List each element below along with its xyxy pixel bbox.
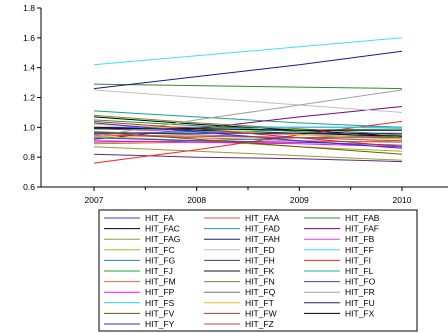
legend-label: HIT_FO: [345, 277, 376, 287]
legend-label: HIT_FT: [245, 298, 274, 308]
series-line-hit-fah: [93, 50, 403, 90]
series-line-hit-fl: [93, 128, 403, 134]
legend-label: HIT_FAG: [145, 234, 180, 244]
legend-label: HIT_FL: [345, 266, 374, 276]
x-tick-label: 2007: [85, 195, 104, 205]
legend-label: HIT_FR: [345, 287, 375, 297]
series-line-hit-fd: [93, 89, 403, 113]
y-tick-label: 0.6: [23, 182, 35, 192]
legend-label: HIT_FH: [245, 255, 275, 265]
legend-label: HIT_FY: [145, 319, 175, 329]
legend-label: HIT_FJ: [145, 266, 173, 276]
series-line-hit-ft: [93, 123, 403, 140]
series-line-hit-fab: [93, 83, 403, 90]
legend-label: HIT_FAF: [345, 224, 379, 234]
legend-label: HIT_FV: [145, 308, 175, 318]
legend-label: HIT_FQ: [245, 287, 276, 297]
legend-label: HIT_FAD: [245, 224, 280, 234]
series-line-hit-fz: [93, 134, 402, 139]
legend-label: HIT_FX: [345, 308, 375, 318]
legend-label: HIT_FM: [145, 277, 176, 287]
legend-label: HIT_FC: [145, 245, 175, 255]
plot-area: 0.6 0.8 1.0 1.2 1.4 1.6 1.8 2007 2008 2009 2010: [23, 3, 448, 205]
x-tick-label: 2010: [393, 195, 412, 205]
x-tick-label: 2008: [187, 195, 206, 205]
legend-label: HIT_FAC: [145, 224, 180, 234]
legend-label: HIT_FS: [145, 298, 175, 308]
legend-label: HIT_FW: [245, 308, 277, 318]
y-tick-label: 1.4: [23, 63, 35, 73]
legend-label: HIT_FAA: [245, 213, 280, 223]
legend-label: HIT_FB: [345, 234, 375, 244]
series-line-hit-fo: [93, 137, 403, 146]
legend-label: HIT_FAB: [345, 213, 380, 223]
series-line-hit-fy: [93, 122, 403, 149]
series-line-hit-fm: [93, 140, 403, 145]
legend-label: HIT_FK: [245, 266, 275, 276]
y-tick-label: 1.6: [23, 33, 35, 43]
legend-box: [98, 209, 418, 332]
series-line-hit-faf: [93, 106, 403, 140]
x-tick-label: 2009: [290, 195, 309, 205]
y-tick-label: 1.8: [23, 3, 35, 13]
legend-label: HIT_FN: [245, 277, 275, 287]
y-tick-label: 0.8: [23, 152, 35, 162]
series-line-hit-ff: [93, 37, 403, 66]
legend-label: HIT_FA: [145, 213, 174, 223]
legend-label: HIT_FI: [345, 255, 371, 265]
series-line-hit-fr: [93, 89, 403, 137]
series-line-hit-fw: [93, 120, 403, 148]
legend-label: HIT_FG: [145, 255, 175, 265]
legend-label: HIT_FP: [145, 287, 175, 297]
legend-label: HIT_FAH: [245, 234, 280, 244]
legend-label: HIT_FD: [245, 245, 275, 255]
series-line-hit-fh: [93, 153, 403, 163]
series-line-hit-fn: [93, 114, 403, 136]
legend-label: HIT_FU: [345, 298, 375, 308]
y-tick-label: 1.0: [23, 122, 35, 132]
series-line-hit-fag: [93, 146, 403, 161]
series-line-hit-fc: [93, 135, 403, 152]
series-line-hit-fx: [94, 128, 402, 131]
legend-label: HIT_FF: [345, 245, 374, 255]
legend-label: HIT_FZ: [245, 319, 274, 329]
y-tick-label: 1.2: [23, 93, 35, 103]
series-line-hit-fad: [93, 110, 403, 128]
